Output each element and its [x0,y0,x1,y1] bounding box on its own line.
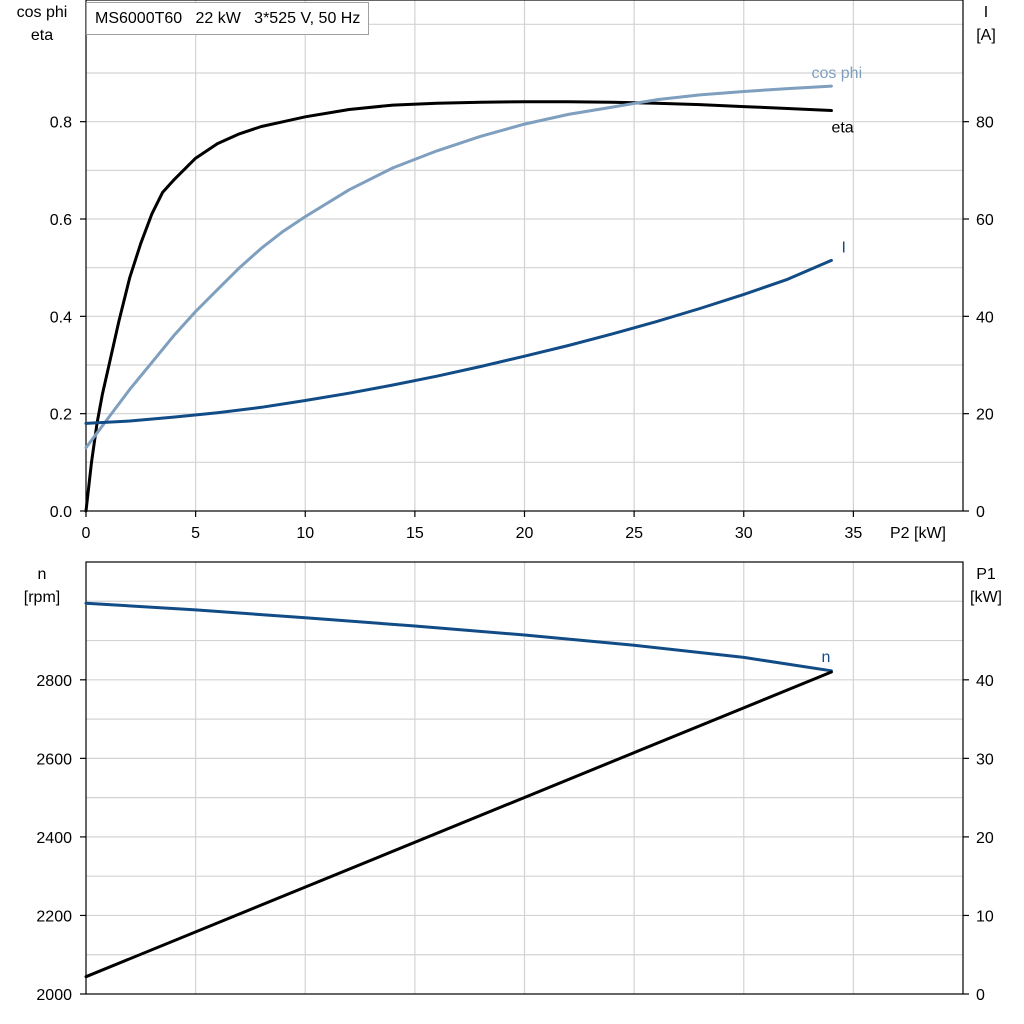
y-right-tick-label: 0 [976,987,985,1004]
y-left-tick-label: 0.4 [50,309,72,326]
y-right-tick-label: 20 [976,830,994,847]
series-line-p1 [84,670,833,979]
y-left-tick-label: 2000 [36,987,72,1004]
x-tick-label: 30 [735,525,753,542]
series-line-i [84,258,833,425]
series-label-eta: eta [831,119,853,136]
chart-title: MS6000T60 22 kW 3*525 V, 50 Hz [86,2,370,35]
y-left-axis-label: n [38,566,47,583]
series-line-n [84,601,833,673]
series-line-eta [84,100,833,513]
y-left-tick-label: 2600 [36,751,72,768]
y-left-axis-label: cos phi [17,4,68,21]
y-right-axis-label: [A] [976,27,996,44]
y-left-tick-label: 0.6 [50,212,72,229]
y-left-tick-label: 2800 [36,673,72,690]
y-right-tick-label: 80 [976,115,994,132]
y-left-axis-label: eta [31,27,53,44]
x-axis-label: P2 [kW] [890,525,946,542]
y-left-axis-label: [rpm] [24,589,60,606]
y-right-tick-label: 30 [976,751,994,768]
x-tick-label: 5 [191,525,200,542]
x-tick-label: 25 [625,525,643,542]
y-right-axis-label: [kW] [970,589,1002,606]
y-right-tick-label: 0 [976,504,985,521]
series-label-cos-phi: cos phi [811,65,862,82]
x-tick-label: 10 [296,525,314,542]
series-label-i: I [841,239,845,256]
y-left-tick-label: 2400 [36,830,72,847]
y-left-tick-label: 2200 [36,908,72,925]
plot-frame [85,561,964,995]
series-line-cos-phi [84,84,833,450]
x-tick-label: 20 [516,525,534,542]
x-tick-label: 35 [844,525,862,542]
x-tick-label: 0 [82,525,91,542]
y-right-tick-label: 10 [976,908,994,925]
y-right-tick-label: 40 [976,309,994,326]
y-right-tick-label: 60 [976,212,994,229]
y-left-tick-label: 0.8 [50,115,72,132]
y-left-tick-label: 0.2 [50,407,72,424]
x-tick-label: 15 [406,525,424,542]
y-right-axis-label: P1 [976,566,996,583]
y-right-axis-label: I [984,4,988,21]
y-right-tick-label: 40 [976,673,994,690]
series-label-n: n [821,649,830,666]
y-left-tick-label: 0.0 [50,504,72,521]
y-right-tick-label: 20 [976,407,994,424]
